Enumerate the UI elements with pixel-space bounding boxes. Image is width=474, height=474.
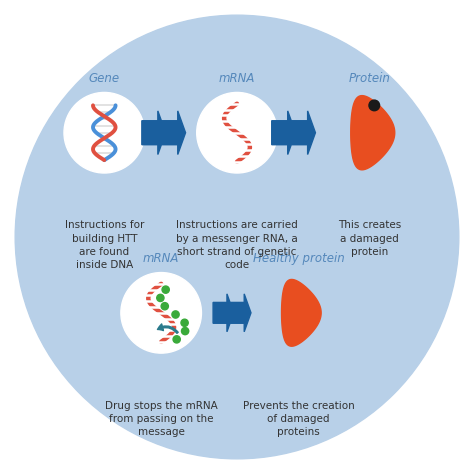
FancyArrowPatch shape [157, 324, 178, 333]
Polygon shape [213, 294, 234, 332]
Circle shape [197, 92, 277, 173]
Circle shape [15, 15, 459, 459]
Polygon shape [351, 96, 395, 170]
Polygon shape [292, 111, 316, 155]
Text: Healthy protein: Healthy protein [253, 253, 345, 265]
Text: Instructions are carried
by a messenger RNA, a
short strand of genetic
code: Instructions are carried by a messenger … [176, 220, 298, 270]
Circle shape [173, 336, 180, 343]
Polygon shape [162, 111, 185, 155]
Text: Instructions for
building HTT
are found
inside DNA: Instructions for building HTT are found … [64, 220, 144, 270]
Circle shape [182, 328, 189, 335]
Text: mRNA: mRNA [219, 73, 255, 85]
Circle shape [369, 100, 380, 111]
Text: mRNA: mRNA [143, 253, 179, 265]
Text: This creates
a damaged
protein: This creates a damaged protein [338, 220, 401, 257]
Text: Protein: Protein [349, 73, 391, 85]
Circle shape [172, 311, 179, 318]
Polygon shape [230, 294, 251, 332]
Circle shape [157, 294, 164, 301]
Text: Prevents the creation
of damaged
proteins: Prevents the creation of damaged protein… [243, 401, 355, 437]
Circle shape [161, 302, 168, 310]
Circle shape [64, 92, 145, 173]
Polygon shape [142, 111, 165, 155]
Circle shape [121, 273, 201, 353]
Circle shape [181, 319, 188, 327]
Polygon shape [272, 111, 296, 155]
Polygon shape [282, 280, 321, 346]
Text: Drug stops the mRNA
from passing on the
message: Drug stops the mRNA from passing on the … [105, 401, 218, 437]
Text: Gene: Gene [89, 73, 120, 85]
Circle shape [162, 286, 169, 293]
